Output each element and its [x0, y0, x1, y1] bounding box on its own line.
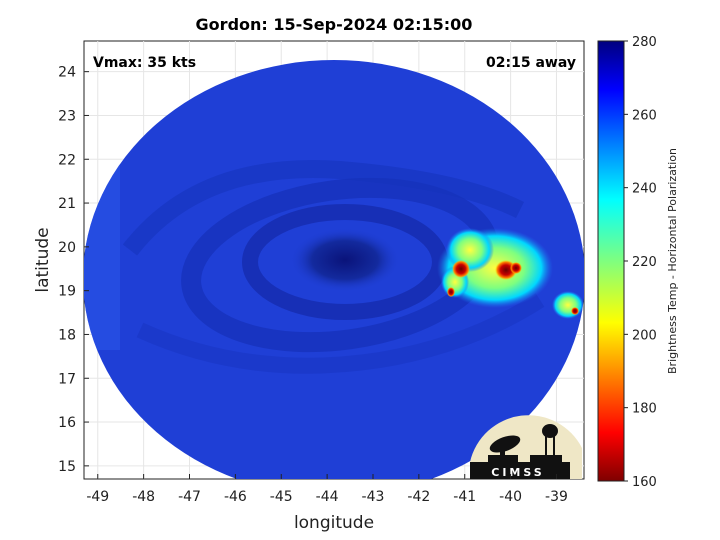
logo-dish	[489, 435, 521, 453]
colorbar-label: Brightness Temp - Horizontal Polarizatio…	[666, 148, 679, 374]
cold-core-3	[510, 262, 522, 274]
y-tick-label: 18	[58, 327, 76, 343]
logo-text: CIMSS	[491, 466, 544, 479]
colorbar-tick-label: 280	[632, 35, 657, 50]
colorbar-tick-label: 180	[632, 402, 657, 417]
y-tick-label: 24	[58, 65, 76, 81]
x-axis-ticks: -49 -48 -47 -46 -45 -44 -43 -42 -41 -40 -39	[86, 474, 568, 505]
x-tick-label: -46	[224, 489, 247, 505]
colorbar-ticks: 160 180 200 220 240 260 280	[624, 35, 657, 490]
x-tick-label: -39	[545, 489, 568, 505]
x-axis-label: longitude	[294, 513, 374, 533]
colorbar	[597, 40, 625, 482]
x-tick-label: -49	[86, 489, 109, 505]
y-tick-label: 21	[58, 196, 76, 212]
vmax-label: Vmax: 35 kts	[93, 55, 196, 71]
logo-water-tower	[542, 424, 558, 438]
time-offset-label: 02:15 away	[486, 55, 576, 71]
x-tick-label: -44	[316, 489, 339, 505]
spiral-band-north	[122, 160, 525, 256]
colorbar-tick-label: 160	[632, 475, 657, 490]
spiral-band-south	[136, 293, 545, 374]
chart-title: Gordon: 15-Sep-2024 02:15:00	[196, 15, 473, 34]
storm-center	[290, 228, 400, 292]
y-tick-label: 19	[58, 284, 76, 300]
x-tick-label: -43	[362, 489, 385, 505]
cold-core-5	[571, 307, 579, 315]
colorbar-tick-label: 220	[632, 255, 657, 270]
y-axis-label: latitude	[33, 227, 53, 292]
x-tick-label: -48	[132, 489, 155, 505]
y-tick-label: 20	[58, 240, 76, 256]
y-tick-label: 15	[58, 459, 76, 475]
convection-cell-c	[552, 291, 584, 319]
y-tick-label: 22	[58, 152, 76, 168]
cold-core-1	[452, 260, 470, 278]
x-tick-label: -47	[178, 489, 201, 505]
cimss-logo: CIMSS	[470, 415, 582, 479]
colorbar-tick-label: 240	[632, 182, 657, 197]
y-tick-label: 23	[58, 108, 76, 124]
x-tick-label: -45	[270, 489, 293, 505]
x-tick-label: -40	[499, 489, 522, 505]
colorbar-tick-label: 200	[632, 328, 657, 343]
microwave-swath	[84, 60, 584, 479]
x-tick-label: -41	[453, 489, 476, 505]
cold-core-4	[447, 287, 455, 297]
x-tick-label: -42	[407, 489, 430, 505]
y-tick-label: 17	[58, 371, 76, 387]
y-tick-label: 16	[58, 415, 76, 431]
colorbar-tick-label: 260	[632, 108, 657, 123]
y-axis-ticks: 15 16 17 18 19 20 21 22 23 24	[58, 65, 89, 475]
